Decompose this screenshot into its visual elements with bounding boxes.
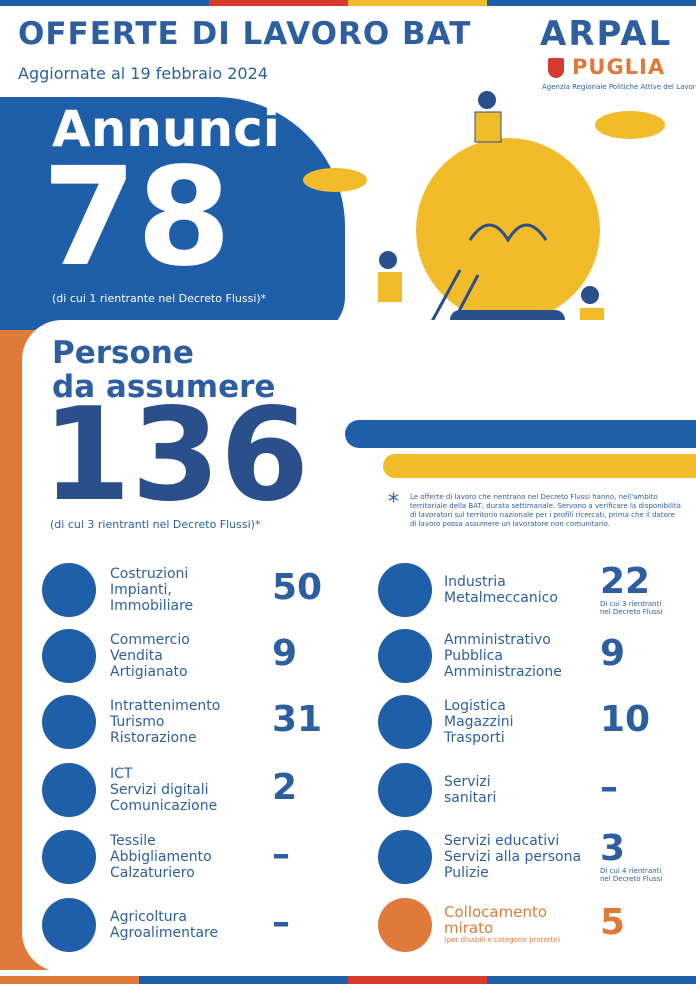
sector-value: 10	[600, 699, 651, 740]
bottom-stripe	[0, 976, 696, 984]
persone-value: 136	[42, 381, 310, 530]
sector-label-line: Calzaturiero	[110, 865, 195, 881]
sector-label-line: Comunicazione	[110, 798, 218, 814]
sector-label-line: mirato	[444, 919, 494, 938]
sector-label-line: Ristorazione	[110, 730, 197, 746]
sector-label-line: Trasporti	[444, 730, 505, 746]
sector-label-line: sanitari	[444, 790, 497, 806]
sector-label-line: Pulizie	[444, 865, 489, 881]
sector-icon	[378, 830, 432, 884]
sector-icon	[42, 563, 96, 617]
sector-subtitle: (per disabili e categorie protette)	[444, 936, 561, 945]
sector-label: Servizi educativi Servizi alla persona Pul…	[444, 833, 581, 881]
sector-label-line: Magazzini	[444, 714, 514, 730]
sector-note-line: nel Decreto Flussi	[600, 608, 663, 616]
top-stripe	[0, 0, 696, 6]
sector-icon	[378, 695, 432, 749]
logo-agency: Agenzia Regionale Politiche Attive del L…	[542, 83, 696, 91]
sector-label-line: Commercio	[110, 632, 190, 648]
persone-label-line: Persone	[52, 335, 194, 371]
persone-note: (di cui 3 rientranti nel Decreto Flussi)…	[50, 518, 261, 531]
footnote-mark: *	[388, 490, 399, 515]
sector-label: Amministrativo Pubblica Amministrazione	[444, 632, 562, 680]
sector-label-line: Amministrativo	[444, 632, 551, 648]
sector-value: 5	[600, 902, 626, 943]
sector-label: Tessile Abbigliamento Calzaturiero	[110, 833, 212, 881]
sector-label-line: Immobiliare	[110, 598, 194, 614]
sector-label-line: Amministrazione	[444, 664, 562, 680]
sector-label-line: Artigianato	[110, 664, 188, 680]
sector-value: 31	[272, 699, 323, 740]
logo-region: PUGLIA	[572, 55, 666, 79]
annunci-note: (di cui 1 rientrante nel Decreto Flussi)…	[52, 292, 267, 305]
sector-value: 2	[272, 767, 298, 808]
sector-value: –	[600, 767, 618, 808]
sector-value: 50	[272, 567, 323, 608]
footnote-text: Le offerte di lavoro che rientrano nel D…	[410, 493, 681, 528]
logo-name: ARPAL	[540, 14, 673, 54]
sector-icon	[378, 563, 432, 617]
sector-label-line: ICT	[110, 766, 133, 782]
sector-label-line: Agricoltura	[110, 909, 187, 925]
sector-label: Commercio Vendita Artigianato	[110, 632, 190, 680]
sector-icon	[42, 830, 96, 884]
sector-label-line: Intrattenimento	[110, 698, 221, 714]
annunci-label: Annunci	[52, 100, 280, 158]
persone-label-line: da assumere	[52, 369, 276, 405]
sector-label-line: Turismo	[110, 714, 165, 730]
persone-label: Persone da assumere	[52, 336, 275, 404]
sector-value: 9	[600, 633, 626, 674]
sector-label-line: Industria	[444, 574, 506, 590]
sector-label-line: Impianti,	[110, 582, 172, 598]
sector-label-line: Servizi digitali	[110, 782, 209, 798]
sector-label-line: Tessile	[110, 833, 156, 849]
sector-icon	[378, 629, 432, 683]
sector-label: Logistica Magazzini Trasporti	[444, 698, 513, 746]
sector-value: –	[272, 834, 290, 875]
sector-label: Costruzioni Impianti, Immobiliare	[110, 566, 193, 614]
annunci-value: 78	[42, 139, 232, 297]
sector-label-line: Pubblica	[444, 648, 503, 664]
sector-icon	[378, 763, 432, 817]
sector-label-line: Metalmeccanico	[444, 590, 558, 606]
sector-note-line: Di cui 3 rientranti	[600, 600, 662, 608]
sector-label: Intrattenimento Turismo Ristorazione	[110, 698, 220, 746]
sector-icon	[42, 695, 96, 749]
sector-label: Industria Metalmeccanico	[444, 574, 558, 606]
sector-label: ICT Servizi digitali Comunicazione	[110, 766, 217, 814]
sector-label-line: Collocamento	[444, 903, 548, 922]
sector-label: Collocamento mirato (per disabili e catego…	[444, 904, 560, 944]
sector-label-line: Vendita	[110, 648, 163, 664]
sector-label-line: Logistica	[444, 698, 506, 714]
sector-value: 3	[600, 828, 626, 869]
sector-icon	[42, 898, 96, 952]
sector-note-line: nel Decreto Flussi	[600, 875, 663, 883]
sector-icon	[378, 898, 432, 952]
sector-value: –	[272, 902, 290, 943]
sector-value: 9	[272, 633, 298, 674]
sector-label-line: Servizi alla persona	[444, 849, 582, 865]
sector-icon	[42, 629, 96, 683]
annunci-panel	[0, 97, 345, 337]
decor-bar	[383, 454, 696, 478]
sector-label: Agricoltura Agroalimentare	[110, 909, 218, 941]
logo-crest	[548, 58, 564, 78]
sector-label-line: Costruzioni	[110, 566, 189, 582]
sector-value: 22	[600, 561, 651, 602]
sector-label-line: Agroalimentare	[110, 925, 219, 941]
sector-note: Di cui 4 rientranti nel Decreto Flussi	[600, 867, 662, 883]
title: OFFERTE DI LAVORO BAT	[18, 16, 472, 52]
sector-label-line: Servizi educativi	[444, 833, 560, 849]
sector-label-line: Servizi	[444, 774, 491, 790]
sector-label: Servizi sanitari	[444, 774, 496, 806]
sector-icon	[42, 763, 96, 817]
sector-note: Di cui 3 rientranti nel Decreto Flussi	[600, 600, 662, 616]
sector-note-line: Di cui 4 rientranti	[600, 867, 662, 875]
decor-bar	[345, 420, 696, 448]
sector-label-line: Abbigliamento	[110, 849, 212, 865]
subtitle: Aggiornate al 19 febbraio 2024	[18, 64, 268, 83]
